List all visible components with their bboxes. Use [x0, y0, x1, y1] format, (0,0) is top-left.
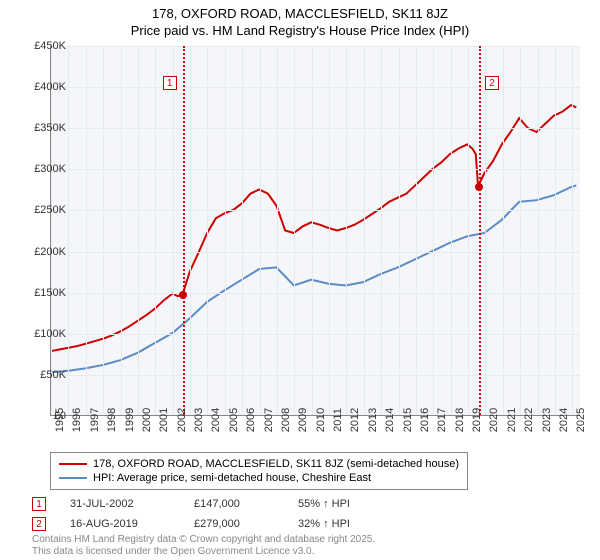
x-axis-label: 2017 — [436, 408, 448, 432]
x-axis-label: 2018 — [454, 408, 466, 432]
x-axis-label: 1999 — [124, 408, 136, 432]
x-axis-label: 2001 — [158, 408, 170, 432]
chart-point — [475, 183, 483, 191]
event-row: 2 16-AUG-2019 £279,000 32% ↑ HPI — [32, 516, 398, 532]
x-axis-label: 1997 — [89, 408, 101, 432]
x-axis-label: 2004 — [210, 408, 222, 432]
x-axis-label: 2000 — [141, 408, 153, 432]
attribution-line1: Contains HM Land Registry data © Crown c… — [32, 534, 375, 546]
x-axis-label: 2020 — [488, 408, 500, 432]
title-subtitle: Price paid vs. HM Land Registry's House … — [0, 23, 600, 38]
x-axis-label: 2012 — [349, 408, 361, 432]
x-axis-label: 2010 — [315, 408, 327, 432]
series-hpi — [51, 185, 576, 372]
legend: 178, OXFORD ROAD, MACCLESFIELD, SK11 8JZ… — [50, 452, 468, 490]
x-axis-label: 1995 — [54, 408, 66, 432]
event-marker: 2 — [32, 517, 46, 531]
event-date: 31-JUL-2002 — [70, 498, 170, 510]
x-axis-label: 2023 — [541, 408, 553, 432]
title-address: 178, OXFORD ROAD, MACCLESFIELD, SK11 8JZ — [0, 6, 600, 21]
legend-label: HPI: Average price, semi-detached house,… — [93, 472, 371, 484]
events-table: 1 31-JUL-2002 £147,000 55% ↑ HPI 2 16-AU… — [32, 496, 398, 536]
attribution: Contains HM Land Registry data © Crown c… — [32, 534, 375, 558]
event-date: 16-AUG-2019 — [70, 518, 170, 530]
event-marker: 1 — [32, 497, 46, 511]
plot-area: 12 — [50, 46, 580, 416]
chart-point — [179, 291, 187, 299]
legend-swatch — [59, 477, 87, 479]
line-series-svg — [51, 46, 580, 415]
y-axis-label: £50K — [20, 369, 66, 381]
x-axis-label: 2006 — [245, 408, 257, 432]
x-axis-label: 2005 — [228, 408, 240, 432]
chart-marker: 1 — [163, 76, 177, 90]
x-axis-label: 2025 — [575, 408, 587, 432]
series-price_paid — [51, 105, 576, 351]
y-axis-label: £150K — [20, 287, 66, 299]
x-axis-label: 2014 — [384, 408, 396, 432]
x-axis-label: 1996 — [71, 408, 83, 432]
y-axis-label: £100K — [20, 328, 66, 340]
x-axis-label: 2003 — [193, 408, 205, 432]
x-axis-label: 2015 — [402, 408, 414, 432]
legend-label: 178, OXFORD ROAD, MACCLESFIELD, SK11 8JZ… — [93, 458, 459, 470]
x-axis-label: 2019 — [471, 408, 483, 432]
legend-swatch — [59, 463, 87, 465]
x-axis-label: 2011 — [332, 408, 344, 432]
title-block: 178, OXFORD ROAD, MACCLESFIELD, SK11 8JZ… — [0, 0, 600, 38]
x-axis-label: 2009 — [297, 408, 309, 432]
x-axis-label: 2002 — [176, 408, 188, 432]
x-axis-label: 2022 — [523, 408, 535, 432]
y-axis-label: £400K — [20, 81, 66, 93]
event-pct: 55% ↑ HPI — [298, 498, 398, 510]
x-axis-label: 2008 — [280, 408, 292, 432]
x-axis-label: 2024 — [558, 408, 570, 432]
legend-row: 178, OXFORD ROAD, MACCLESFIELD, SK11 8JZ… — [59, 457, 459, 471]
chart-marker: 2 — [485, 76, 499, 90]
y-axis-label: £300K — [20, 163, 66, 175]
x-axis-label: 2016 — [419, 408, 431, 432]
y-axis-label: £200K — [20, 246, 66, 258]
x-axis-label: 2013 — [367, 408, 379, 432]
chart-container: 178, OXFORD ROAD, MACCLESFIELD, SK11 8JZ… — [0, 0, 600, 560]
event-pct: 32% ↑ HPI — [298, 518, 398, 530]
y-axis-label: £250K — [20, 204, 66, 216]
event-price: £147,000 — [194, 498, 274, 510]
event-row: 1 31-JUL-2002 £147,000 55% ↑ HPI — [32, 496, 398, 512]
legend-row: HPI: Average price, semi-detached house,… — [59, 471, 459, 485]
event-price: £279,000 — [194, 518, 274, 530]
y-axis-label: £450K — [20, 40, 66, 52]
y-axis-label: £350K — [20, 122, 66, 134]
x-axis-label: 1998 — [106, 408, 118, 432]
attribution-line2: This data is licensed under the Open Gov… — [32, 546, 375, 558]
x-axis-label: 2007 — [263, 408, 275, 432]
x-axis-label: 2021 — [506, 408, 518, 432]
